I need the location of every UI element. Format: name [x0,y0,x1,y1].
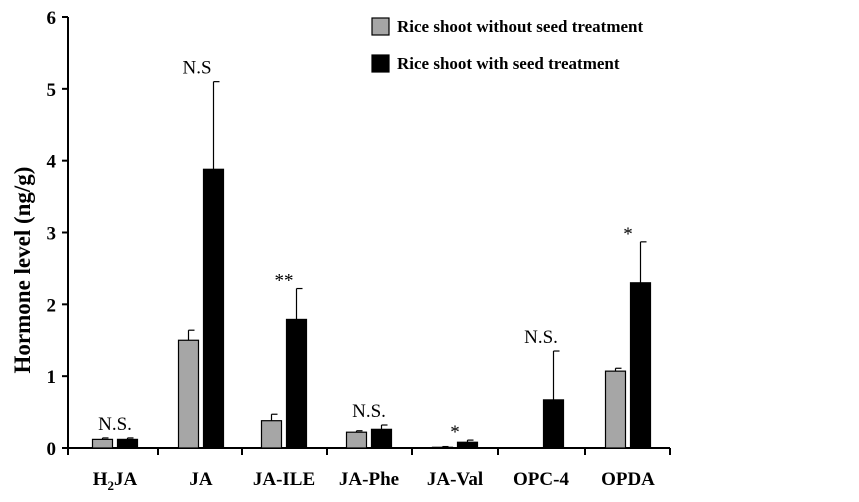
legend-swatch [371,17,390,36]
significance-label: ** [275,271,294,292]
x-tick-label: OPC-4 [513,469,569,490]
y-tick-label: 2 [47,295,57,316]
x-tick-label: H2JA [93,469,138,493]
significance-label: N.S. [524,327,558,348]
y-tick-label: 6 [47,8,57,29]
bar-without-treatment [177,339,200,449]
legend-swatch [371,54,390,73]
significance-label: N.S. [98,414,132,435]
legend-label: Rice shoot with seed treatment [397,54,620,73]
x-tick-label: JA-Val [427,469,483,490]
bar-with-treatment [370,428,393,449]
bar-without-treatment [345,431,368,449]
bar-with-treatment [629,282,652,449]
y-tick-label: 1 [47,367,57,388]
legend-label: Rice shoot without seed treatment [397,17,643,36]
bar-without-treatment [260,420,283,449]
y-tick-label: 3 [47,224,57,245]
significance-annotations: N.S. N.S ** N.S. * N.S. * [98,58,633,443]
axes: 0 1 2 3 4 5 6 H2JA JA JA-ILE JA-Phe JA-Val OPC-4 OPDA [47,8,671,493]
bar-without-treatment [604,370,627,449]
x-tick-label: OPDA [601,469,655,490]
significance-label: * [623,224,633,245]
bar-with-treatment [202,168,225,449]
bar-with-treatment [116,438,139,449]
significance-label: N.S. [352,401,386,422]
x-tick-label: JA-Phe [339,469,399,490]
legend: Rice shoot without seed treatment Rice sh… [371,17,643,73]
significance-label: N.S [182,58,211,79]
x-tick-label: JA [189,469,213,490]
bar-without-treatment [431,446,454,449]
y-axis-label: Hormone level (ng/g) [10,167,35,374]
bar-with-treatment [456,441,479,449]
error-bars [101,81,647,448]
y-tick-label: 4 [47,152,57,173]
y-tick-label: 5 [47,80,57,101]
significance-label: * [450,422,460,443]
y-tick-label: 0 [47,439,57,460]
bar-with-treatment [542,399,565,449]
x-tick-label: JA-ILE [253,469,315,490]
bar-with-treatment [285,318,308,449]
bar-without-treatment [91,438,114,449]
